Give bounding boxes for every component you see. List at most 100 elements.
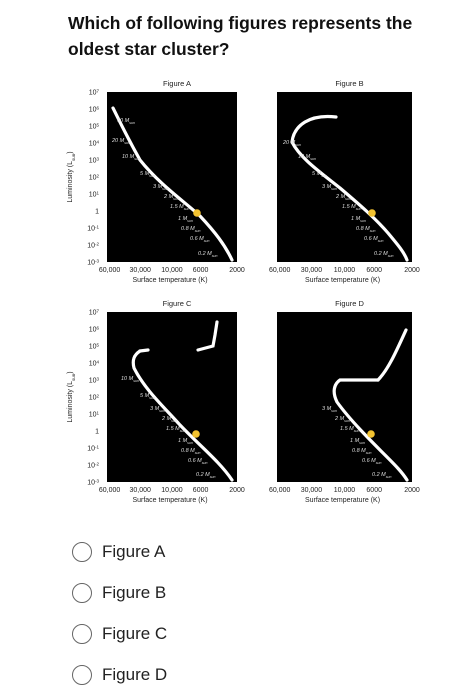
mass-label: 20 Msun [111,138,130,145]
tick-base: 10 [89,412,97,419]
y-tick-label: 105 [89,342,100,351]
tick-exp: -1 [95,444,99,449]
mass-sub: sun [378,239,384,243]
x-tick-label: 10,000 [161,267,183,274]
x-tick-label: 30,000 [301,487,323,494]
main-sequence [111,106,234,262]
answer-option[interactable]: Figure D [72,663,167,687]
tick-exp: 6 [96,105,99,110]
y-tick-label: 107 [89,308,100,317]
x-tick-label: 6000 [193,487,209,494]
radio-button[interactable] [72,624,92,644]
tick-base: 10 [89,90,97,97]
y-tick-label: 101 [89,410,100,419]
mass-text: 0.2 M [196,472,210,478]
mass-text: 10 M [121,376,134,382]
tick-base: 10 [89,327,97,334]
radio-button[interactable] [72,542,92,562]
tick-exp: -2 [95,461,99,466]
x-tick-label: 2000 [404,267,420,274]
mass-text: 0.8 M [356,226,370,232]
option-label[interactable]: Figure C [102,624,168,643]
mass-label: 2 Msun [334,416,350,423]
mass-sub: sun [124,141,130,145]
y-tick-label: 101 [89,190,100,199]
mass-text: 0.2 M [198,251,212,257]
tick-base: 10 [89,378,97,385]
mass-text: 3 M [150,406,160,412]
mass-sub: sun [171,419,177,423]
mass-text: 0.8 M [181,448,195,454]
question: Which of following figures represents th… [68,13,413,59]
tick-exp: 1 [96,410,99,415]
sun-marker [193,209,201,217]
mass-text: 1.5 M [166,426,180,432]
mass-sub: sun [386,475,392,479]
tick-exp: -1 [95,224,99,229]
tick-base: 10 [87,226,95,233]
mass-label: 1.5 Msun [342,204,361,211]
tick-base: 10 [87,260,95,267]
answer-option[interactable]: Figure C [72,622,167,646]
mass-text: 5 M [312,171,322,177]
mass-sub: sun [370,229,376,233]
main-sequence [138,348,150,353]
tick-base: 10 [89,344,97,351]
tick-base: 10 [89,158,97,165]
mass-label: 1.5 Msun [340,426,359,433]
x-tick-label: 30,000 [129,487,151,494]
x-tick-label: 6000 [193,267,209,274]
y-tick-label: 10-3 [87,478,99,487]
y-tick-label: 1 [95,429,99,436]
y-tick-label: 103 [89,376,100,385]
mass-label: 0.8 Msun [352,448,371,455]
y-tick-label: 107 [89,88,100,97]
mass-label: 3 Msun [153,184,168,191]
option-label[interactable]: Figure D [102,665,168,684]
figure-title: Figure B [335,79,363,88]
mass-text: 2 M [335,194,346,200]
x-tick-label: 10,000 [161,487,183,494]
x-axis-label: Surface temperature (K) [132,497,207,504]
mass-sub: sun [149,174,155,178]
mass-text: 10 M [298,154,311,160]
radio-button[interactable] [72,665,92,685]
mass-sub: sun [345,197,351,201]
mass-text: 0.8 M [352,448,366,454]
tick-base: 10 [87,446,95,453]
mass-text: 1.5 M [340,426,354,432]
tick-base: 10 [89,395,97,402]
tick-exp: 4 [96,139,99,144]
mass-label: 5 Msun [140,171,155,178]
tick-exp: 7 [96,88,99,93]
mass-sub: sun [321,174,327,178]
radio-button[interactable] [72,583,92,603]
y-tick-label: 10-1 [87,224,99,233]
mass-sub: sun [331,187,337,191]
option-label[interactable]: Figure B [102,583,167,602]
mass-label: 1 Msun [350,438,365,445]
tick-exp: 2 [96,393,99,398]
tick-exp: -2 [95,241,99,246]
x-tick-label: 6000 [366,487,382,494]
mass-label: 2 Msun [163,194,179,201]
mass-label: 0.2 Msun [198,251,217,258]
mass-text: 1 M [350,438,360,444]
label-close: ) [67,371,74,373]
sun-marker [192,430,200,438]
tick-exp: 3 [96,376,99,381]
mass-text: 3 M [153,184,163,190]
answer-option[interactable]: Figure A [72,540,165,564]
mass-text: 0.6 M [188,458,202,464]
mass-label: 3 Msun [322,406,337,413]
option-label[interactable]: Figure A [102,542,166,561]
mass-sub: sun [359,441,365,445]
mass-sub: sun [366,451,372,455]
plot-area [277,312,412,482]
answer-option[interactable]: Figure B [72,581,166,605]
mass-sub: sun [195,451,201,455]
y-tick-label: 104 [89,139,100,148]
x-tick-label: 2000 [404,487,420,494]
mass-label: 3 Msun [322,184,337,191]
